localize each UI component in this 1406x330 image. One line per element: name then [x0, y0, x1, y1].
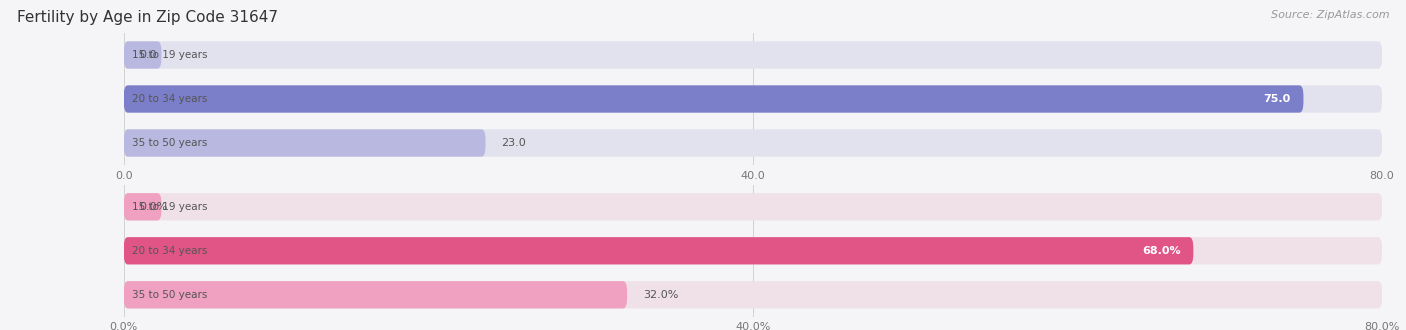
FancyBboxPatch shape [124, 237, 1382, 264]
FancyBboxPatch shape [124, 281, 627, 309]
Text: 15 to 19 years: 15 to 19 years [132, 50, 207, 60]
Text: 15 to 19 years: 15 to 19 years [132, 202, 207, 212]
FancyBboxPatch shape [124, 281, 1382, 309]
Text: Fertility by Age in Zip Code 31647: Fertility by Age in Zip Code 31647 [17, 10, 278, 25]
FancyBboxPatch shape [124, 41, 1382, 69]
FancyBboxPatch shape [124, 193, 1382, 220]
FancyBboxPatch shape [124, 193, 162, 220]
FancyBboxPatch shape [124, 129, 485, 157]
FancyBboxPatch shape [124, 237, 1194, 264]
Text: 23.0: 23.0 [501, 138, 526, 148]
FancyBboxPatch shape [124, 85, 1382, 113]
Text: 0.0: 0.0 [139, 50, 157, 60]
Text: 68.0%: 68.0% [1142, 246, 1181, 256]
Text: 75.0: 75.0 [1264, 94, 1291, 104]
Text: 20 to 34 years: 20 to 34 years [132, 246, 207, 256]
FancyBboxPatch shape [124, 85, 1303, 113]
Text: 35 to 50 years: 35 to 50 years [132, 138, 207, 148]
FancyBboxPatch shape [124, 129, 1382, 157]
Text: 20 to 34 years: 20 to 34 years [132, 94, 207, 104]
Text: 35 to 50 years: 35 to 50 years [132, 290, 207, 300]
Text: 32.0%: 32.0% [643, 290, 678, 300]
FancyBboxPatch shape [124, 41, 162, 69]
Text: 0.0%: 0.0% [139, 202, 167, 212]
Text: Source: ZipAtlas.com: Source: ZipAtlas.com [1271, 10, 1389, 20]
